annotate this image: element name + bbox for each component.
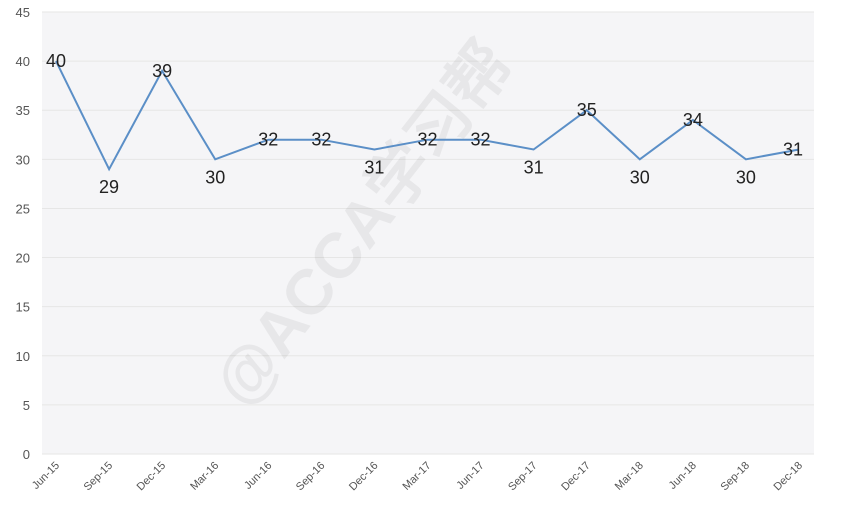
data-label: 32: [311, 130, 331, 150]
x-tick-label: Jun-15: [30, 460, 62, 492]
x-tick-label: Dec-17: [559, 460, 593, 494]
y-tick-label: 5: [23, 398, 30, 413]
x-tick-label: Sep-18: [718, 460, 752, 494]
data-label: 32: [258, 130, 278, 150]
data-label: 30: [630, 167, 650, 187]
x-tick-label: Mar-16: [188, 460, 221, 493]
data-label: 29: [99, 177, 119, 197]
x-tick-label: Dec-16: [347, 460, 381, 494]
data-label: 31: [783, 140, 803, 160]
x-axis: Jun-15 Sep-15 Dec-15 Mar-16 Jun-16 Sep-16 Dec-…: [30, 460, 805, 494]
data-label: 35: [577, 100, 597, 120]
x-tick-label: Jun-16: [242, 460, 274, 492]
data-label: 30: [205, 167, 225, 187]
x-tick-label: Dec-18: [772, 460, 806, 494]
data-label: 32: [471, 130, 491, 150]
x-tick-label: Mar-18: [613, 460, 646, 493]
data-label: 31: [524, 158, 544, 178]
y-tick-label: 15: [16, 300, 30, 315]
x-tick-label: Jun-18: [667, 460, 699, 492]
y-tick-label: 45: [16, 5, 30, 20]
grid: [42, 11, 814, 455]
data-labels: 40 29 39 30 32 32 31 32 32 31 35 30 34 30 31: [46, 51, 803, 197]
data-label: 30: [736, 167, 756, 187]
x-tick-label: Sep-17: [506, 460, 540, 494]
series-line: [55, 60, 800, 172]
y-tick-label: 10: [16, 349, 30, 364]
y-tick-label: 40: [16, 54, 30, 69]
data-label: 40: [46, 51, 66, 71]
y-tick-label: 35: [16, 103, 30, 118]
x-tick-label: Sep-15: [82, 460, 116, 494]
data-label: 39: [152, 61, 172, 81]
data-label: 31: [364, 158, 384, 178]
x-tick-label: Jun-17: [454, 460, 486, 492]
y-axis: 0 5 10 15 20 25 30 35 40 45: [16, 5, 30, 462]
x-tick-label: Mar-17: [400, 460, 433, 493]
y-tick-label: 20: [16, 251, 30, 266]
y-tick-label: 25: [16, 201, 30, 216]
data-label: 34: [683, 110, 703, 130]
x-tick-label: Sep-16: [294, 460, 328, 494]
x-tick-label: Dec-15: [135, 460, 169, 494]
y-tick-label: 30: [16, 152, 30, 167]
data-label: 32: [417, 130, 437, 150]
y-tick-label: 0: [23, 447, 30, 462]
